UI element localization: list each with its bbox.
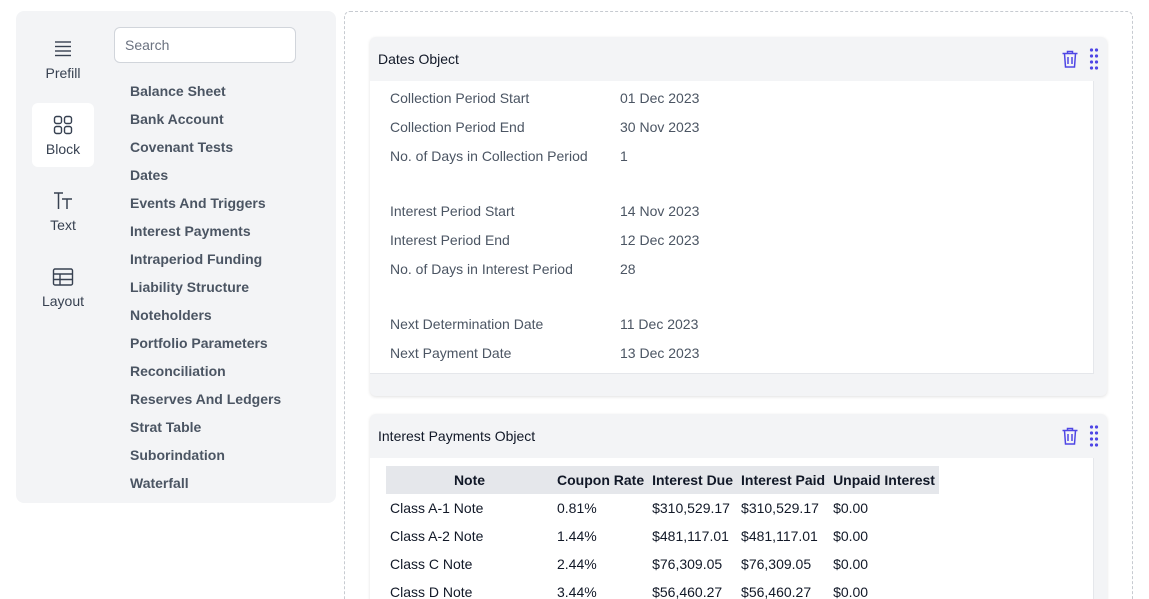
table-cell: 3.44% <box>557 584 597 599</box>
kv-row: No. of Days in Interest Period 28 <box>370 254 1093 283</box>
table-cell: $481,117.01 <box>741 528 818 544</box>
search-input[interactable] <box>114 27 296 63</box>
table-cell: 1.44% <box>557 528 597 544</box>
rail-label-block: Block <box>45 140 81 157</box>
kv-key: No. of Days in Interest Period <box>390 260 573 277</box>
kv-value: 1 <box>620 147 628 164</box>
table-cell: 0.81% <box>557 500 597 516</box>
block-item-portfolio-parameters[interactable]: Portfolio Parameters <box>130 335 268 351</box>
kv-row: Next Payment Date 13 Dec 2023 <box>370 338 1093 367</box>
card-header: Interest Payments Object <box>370 414 1107 458</box>
kv-value: 12 Dec 2023 <box>620 231 700 248</box>
table-cell: Class C Note <box>390 556 473 572</box>
kv-row: Interest Period End 12 Dec 2023 <box>370 225 1093 254</box>
kv-key: Next Determination Date <box>390 315 544 332</box>
kv-key: Next Payment Date <box>390 344 512 361</box>
kv-row: Next Determination Date 11 Dec 2023 <box>370 309 1093 338</box>
table-cell: $0.00 <box>833 528 869 544</box>
kv-key: No. of Days in Collection Period <box>390 147 588 164</box>
rail-label-layout: Layout <box>41 292 85 309</box>
block-item-suborindation[interactable]: Suborindation <box>130 447 225 463</box>
dates-card-body: Collection Period Start 01 Dec 2023 Colle… <box>370 81 1094 374</box>
block-item-reconciliation[interactable]: Reconciliation <box>130 363 226 379</box>
table-cell: Class A-2 Note <box>390 528 484 544</box>
column-header: Note <box>386 466 553 494</box>
table-cell: $0.00 <box>833 556 869 572</box>
layout-icon <box>52 267 74 286</box>
block-item-covenant-tests[interactable]: Covenant Tests <box>130 139 234 155</box>
kv-row: Interest Period Start 14 Nov 2023 <box>370 196 1093 225</box>
kv-value: 01 Dec 2023 <box>620 89 700 106</box>
drag-handle-icon[interactable] <box>1089 48 1099 70</box>
trash-icon[interactable] <box>1061 426 1079 446</box>
table-cell: 2.44% <box>557 556 597 572</box>
kv-value: 14 Nov 2023 <box>620 202 700 219</box>
category-rail: Prefill Block Text Layout <box>32 27 94 331</box>
interest-payments-object-card[interactable]: Interest Payments Object Note <box>370 414 1107 599</box>
rail-item-prefill[interactable]: Prefill <box>32 27 94 91</box>
block-item-bank-account[interactable]: Bank Account <box>130 111 224 127</box>
table-cell: $76,309.05 <box>741 556 812 572</box>
table-cell: $56,460.27 <box>652 584 723 599</box>
kv-row: Collection Period End 30 Nov 2023 <box>370 112 1093 141</box>
table-row: Class C Note 2.44% $76,309.05 $76,309.05… <box>386 550 939 578</box>
block-item-liability-structure[interactable]: Liability Structure <box>130 279 250 295</box>
kv-key: Collection Period Start <box>390 89 530 106</box>
report-canvas[interactable]: Dates Object Collection Period Start 01 D… <box>344 11 1133 599</box>
trash-icon[interactable] <box>1061 49 1079 69</box>
rail-item-text[interactable]: Text <box>32 179 94 243</box>
column-header: Interest Paid <box>737 466 830 494</box>
table-cell: $76,309.05 <box>652 556 723 572</box>
kv-value: 13 Dec 2023 <box>620 344 700 361</box>
table-cell: $481,117.01 <box>652 528 729 544</box>
text-icon <box>54 191 72 209</box>
card-header: Dates Object <box>370 37 1107 81</box>
block-item-interest-payments[interactable]: Interest Payments <box>130 223 251 239</box>
block-list: Balance Sheet Bank Account Covenant Test… <box>130 81 281 501</box>
rail-item-block[interactable]: Block <box>32 103 94 167</box>
kv-value: 11 Dec 2023 <box>620 315 699 332</box>
kv-key: Collection Period End <box>390 118 525 135</box>
block-item-noteholders[interactable]: Noteholders <box>130 307 212 323</box>
block-item-intraperiod-funding[interactable]: Intraperiod Funding <box>130 251 263 267</box>
block-item-waterfall[interactable]: Waterfall <box>130 475 189 491</box>
rail-label-prefill: Prefill <box>45 64 81 81</box>
table-cell: $0.00 <box>833 500 869 516</box>
kv-key: Interest Period End <box>390 231 510 248</box>
rail-label-text: Text <box>50 216 76 233</box>
kv-row: No. of Days in Collection Period 1 <box>370 141 1093 170</box>
table-row: Class A-1 Note 0.81% $310,529.17 $310,52… <box>386 494 939 522</box>
column-header: Unpaid Interest <box>829 466 939 494</box>
table-row: Class D Note 3.44% $56,460.27 $56,460.27… <box>386 578 939 599</box>
prefill-icon <box>55 40 71 56</box>
table-cell: Class A-1 Note <box>390 500 484 516</box>
interest-payments-table: Note Coupon Rate Interest Due Interest P… <box>386 466 939 599</box>
kv-row: Collection Period Start 01 Dec 2023 <box>370 83 1093 112</box>
block-item-events-and-triggers[interactable]: Events And Triggers <box>130 195 266 211</box>
drag-handle-icon[interactable] <box>1089 425 1099 447</box>
column-header: Interest Due <box>648 466 738 494</box>
block-item-reserves-and-ledgers[interactable]: Reserves And Ledgers <box>130 391 282 407</box>
block-library-panel: Prefill Block Text Layout B <box>16 11 336 503</box>
table-cell: $56,460.27 <box>741 584 812 599</box>
kv-value: 28 <box>620 260 636 277</box>
table-cell: $310,529.17 <box>652 500 730 516</box>
block-icon <box>53 115 73 134</box>
kv-key: Interest Period Start <box>390 202 515 219</box>
block-item-balance-sheet[interactable]: Balance Sheet <box>130 83 226 99</box>
dates-object-card[interactable]: Dates Object Collection Period Start 01 D… <box>370 37 1107 396</box>
table-cell: $0.00 <box>833 584 869 599</box>
kv-value: 30 Nov 2023 <box>620 118 700 135</box>
column-header: Coupon Rate <box>553 466 649 494</box>
card-title: Dates Object <box>378 51 459 67</box>
interest-card-body: Note Coupon Rate Interest Due Interest P… <box>370 458 1094 599</box>
rail-item-layout[interactable]: Layout <box>32 255 94 319</box>
table-cell: $310,529.17 <box>741 500 819 516</box>
table-header-row: Note Coupon Rate Interest Due Interest P… <box>386 466 939 494</box>
block-item-strat-table[interactable]: Strat Table <box>130 419 202 435</box>
table-row: Class A-2 Note 1.44% $481,117.01 $481,11… <box>386 522 939 550</box>
card-title: Interest Payments Object <box>378 428 536 444</box>
table-cell: Class D Note <box>390 584 473 599</box>
block-item-dates[interactable]: Dates <box>130 167 169 183</box>
